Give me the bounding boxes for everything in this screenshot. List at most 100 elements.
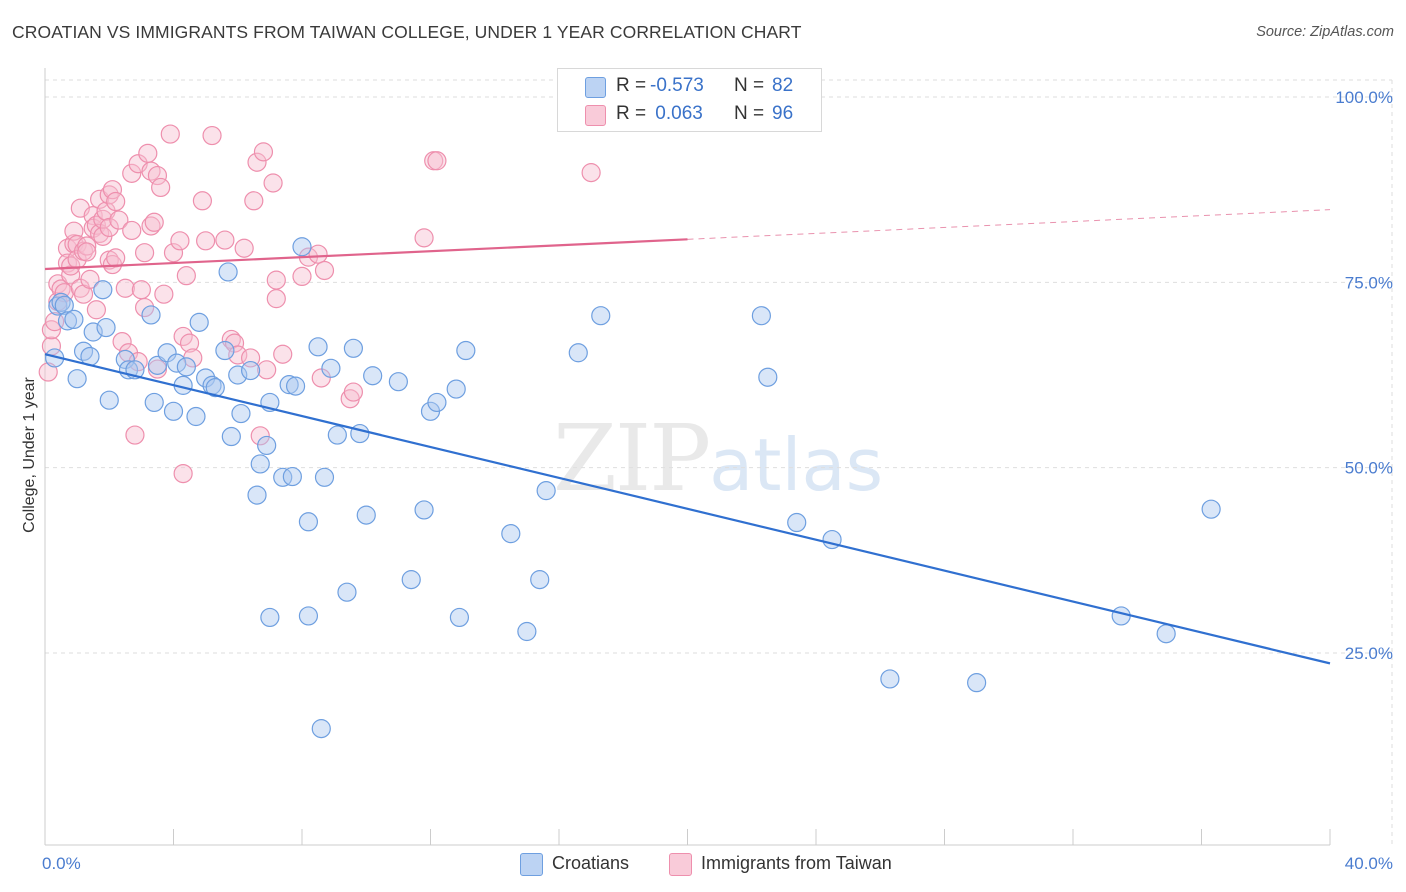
data-point-croatians [215, 340, 235, 361]
data-point-croatians [787, 512, 807, 533]
data-point-croatians [218, 262, 238, 282]
data-point-croatians [115, 349, 135, 370]
legend-n-value: 96 [772, 103, 794, 124]
legend-r-value: -0.573 [650, 75, 704, 96]
data-point-croatians [414, 500, 434, 520]
legend-label-taiwan: Immigrants from Taiwan [701, 853, 892, 873]
data-point-croatians [530, 570, 550, 590]
data-point-taiwan [106, 248, 126, 268]
data-point-croatians [356, 505, 376, 525]
trend-line-taiwan-extension [687, 209, 1331, 240]
data-point-taiwan [38, 362, 58, 382]
data-point-taiwan [138, 143, 158, 163]
data-point-taiwan [196, 231, 216, 251]
legend-label-croatians: Croatians [552, 853, 630, 873]
data-point-taiwan [77, 242, 97, 262]
data-point-croatians [163, 401, 184, 421]
legend-n-label: N = [734, 103, 770, 124]
data-point-croatians [282, 466, 302, 487]
data-point-croatians [363, 366, 383, 386]
data-point-taiwan [273, 344, 293, 364]
data-point-taiwan [253, 142, 274, 162]
data-point-croatians [176, 357, 196, 377]
data-point-taiwan [266, 270, 286, 290]
data-point-croatians [1156, 624, 1176, 644]
trend-line-croatians [44, 353, 1331, 665]
data-point-croatians [241, 360, 261, 381]
source-label: Source: ZipAtlas.com [1256, 24, 1394, 40]
data-point-croatians [321, 358, 341, 378]
data-point-taiwan [427, 151, 447, 171]
data-point-croatians [427, 392, 447, 413]
series-immigrants-from-taiwan [38, 124, 601, 484]
data-point-taiwan [176, 266, 196, 286]
data-point-taiwan [141, 216, 161, 236]
data-point-croatians [57, 311, 78, 331]
data-point-croatians [401, 570, 421, 590]
data-point-taiwan [122, 163, 142, 183]
data-point-croatians [568, 343, 588, 363]
legend-r-label: R = [616, 75, 652, 96]
correlation-legend: R = -0.573 N = 82 R = 0.063 N = 96 [557, 68, 822, 132]
data-point-croatians [456, 340, 476, 361]
data-point-croatians [350, 423, 370, 444]
data-point-croatians [257, 435, 277, 456]
data-point-taiwan [202, 125, 222, 146]
data-point-taiwan [292, 266, 312, 287]
data-point-taiwan [173, 463, 193, 484]
watermark: ZIPatlas [553, 405, 883, 512]
data-point-croatians [279, 375, 299, 395]
trend-line-taiwan [44, 238, 688, 271]
data-point-taiwan [263, 173, 283, 193]
data-point-taiwan [308, 244, 328, 264]
legend-n-label: N = [734, 75, 770, 96]
data-point-croatians [591, 306, 611, 326]
data-point-taiwan [215, 230, 235, 250]
watermark-zip: ZIP [553, 405, 711, 512]
trend-lines [44, 209, 1331, 665]
data-point-croatians [67, 369, 87, 389]
y-tick-label: 50.0% [1345, 459, 1393, 478]
data-point-croatians [96, 317, 116, 338]
data-point-taiwan [250, 426, 270, 446]
data-point-croatians [388, 372, 408, 392]
data-point-croatians [285, 376, 306, 396]
data-point-croatians [337, 582, 357, 602]
y-axis-label: College, Under 1 year [21, 377, 38, 533]
tick-labels: 25.0% 50.0% 75.0% 100.0% 0.0% 40.0% [42, 88, 1393, 873]
data-point-croatians [93, 280, 113, 300]
legend-r-value: 0.063 [650, 103, 703, 124]
data-point-croatians [967, 673, 987, 693]
data-point-croatians [73, 341, 94, 361]
data-point-taiwan [414, 228, 434, 248]
data-point-croatians [273, 467, 293, 487]
data-point-taiwan [151, 177, 171, 198]
data-point-croatians [83, 322, 103, 342]
legend-row-croatians: R = -0.573 N = 82 [558, 73, 821, 101]
data-point-croatians [260, 607, 280, 628]
x-tick-label: 0.0% [42, 854, 81, 873]
data-point-croatians [298, 606, 319, 626]
watermark-atlas: atlas [709, 423, 884, 507]
data-point-taiwan [343, 382, 363, 402]
data-point-croatians [157, 343, 177, 363]
data-point-taiwan [154, 284, 174, 304]
y-tick-label: 25.0% [1345, 644, 1393, 663]
data-point-croatians [186, 406, 206, 427]
data-point-croatians [751, 306, 771, 326]
data-point-croatians [308, 337, 328, 357]
data-point-croatians [221, 426, 241, 447]
data-point-croatians [48, 296, 68, 316]
data-point-taiwan [581, 163, 601, 183]
data-point-croatians [517, 621, 537, 642]
data-point-croatians [758, 367, 778, 387]
data-point-taiwan [90, 223, 110, 244]
data-point-croatians [228, 365, 248, 385]
data-point-taiwan [224, 333, 245, 353]
y-tick-label: 75.0% [1345, 273, 1393, 292]
data-point-taiwan [311, 368, 331, 388]
data-point-taiwan [125, 425, 145, 445]
data-point-taiwan [134, 297, 155, 318]
data-point-croatians [141, 305, 161, 325]
data-point-taiwan [234, 238, 254, 258]
